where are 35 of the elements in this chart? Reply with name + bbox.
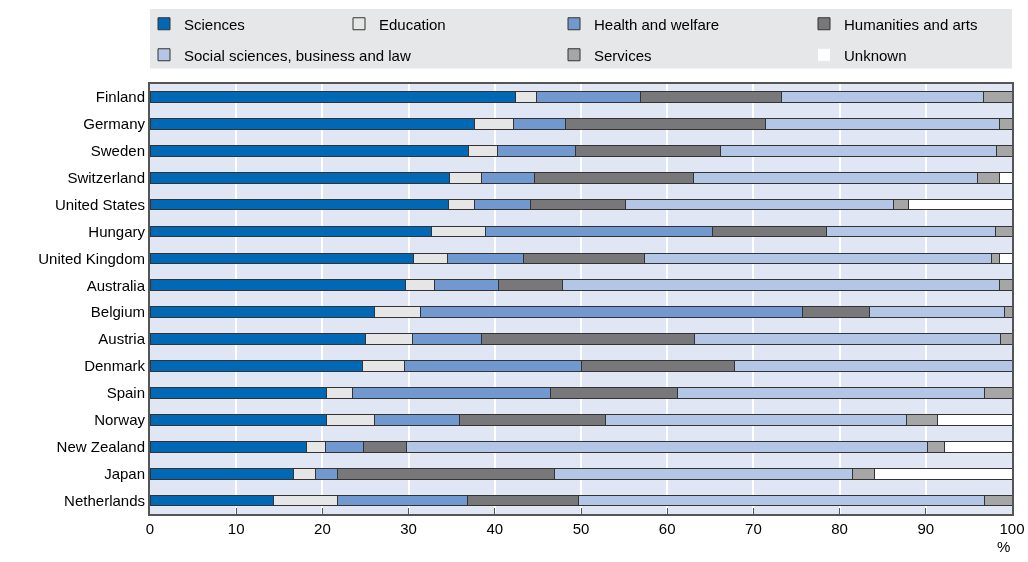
x-tick-label: 100: [999, 520, 1025, 537]
y-tick-label: Netherlands: [64, 491, 145, 509]
x-tick-label: 80: [831, 520, 848, 537]
y-tick-label: Austria: [98, 330, 146, 348]
x-tick-label: 20: [314, 520, 331, 537]
y-tick-label: Finland: [95, 88, 145, 106]
legend-label: Education: [379, 15, 446, 33]
y-tick-label: Australia: [86, 276, 146, 294]
x-tick-label: 40: [486, 520, 504, 537]
legend-label: Unknown: [844, 46, 907, 64]
legend-label: Health and welfare: [594, 15, 720, 33]
y-tick-label: Spain: [106, 384, 145, 402]
x-tick-label: 30: [400, 520, 417, 537]
x-tick-label: 70: [745, 520, 762, 537]
y-tick-label: United Kingdom: [38, 249, 145, 267]
y-tick-label: Belgium: [90, 303, 145, 321]
legend-label: Humanities and arts: [844, 15, 978, 33]
y-tick-label: Denmark: [84, 357, 146, 375]
y-tick-label: Switzerland: [67, 168, 145, 186]
x-tick-label: 10: [227, 520, 245, 537]
y-tick-label: Sweden: [90, 142, 145, 160]
legend-label: Services: [594, 46, 652, 64]
y-tick-label: Norway: [94, 411, 146, 429]
x-tick-label: 0: [145, 520, 155, 537]
y-tick-label: United States: [54, 195, 145, 213]
legend-label: Social sciences, business and law: [184, 46, 411, 64]
x-tick-label: 60: [658, 520, 676, 537]
x-axis-title: %: [997, 538, 1011, 555]
y-tick-label: Germany: [83, 115, 146, 133]
y-tick-label: Hungary: [88, 222, 146, 240]
y-tick-label: New Zealand: [56, 437, 145, 455]
y-tick-label: Japan: [104, 464, 145, 482]
x-tick-label: 90: [917, 520, 935, 537]
x-tick-label: 50: [572, 520, 590, 537]
legend-label: Sciences: [184, 15, 245, 33]
